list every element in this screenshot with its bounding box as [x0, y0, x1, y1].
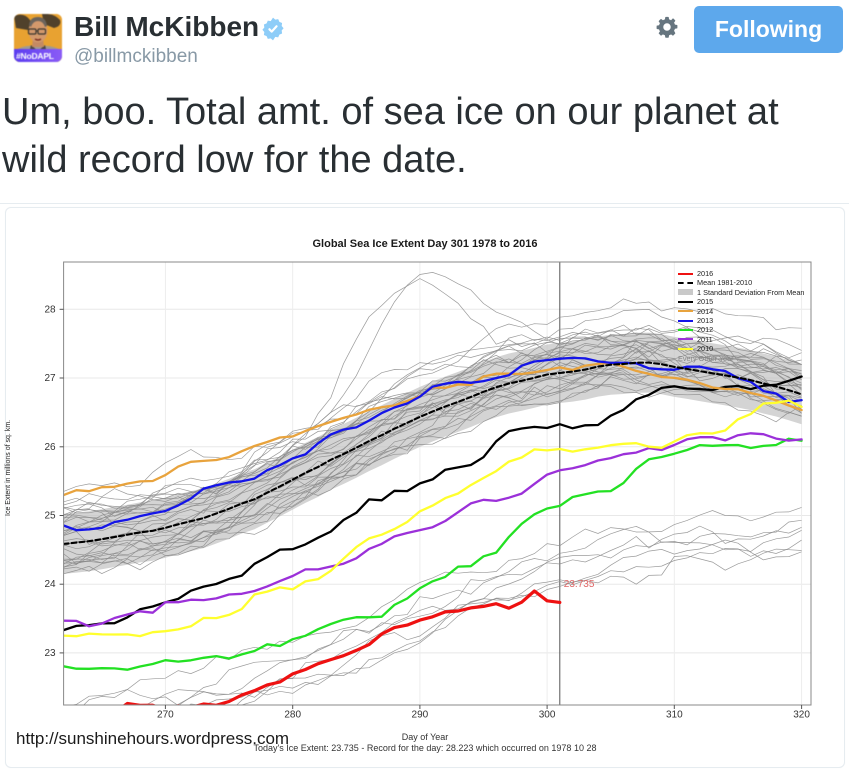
svg-text:300: 300: [539, 710, 556, 721]
svg-text:27: 27: [44, 373, 56, 384]
svg-text:24: 24: [44, 579, 56, 590]
svg-text:28: 28: [44, 304, 56, 315]
svg-text:290: 290: [412, 710, 429, 721]
svg-text:320: 320: [793, 710, 810, 721]
svg-text:270: 270: [157, 710, 174, 721]
svg-text:23: 23: [44, 648, 56, 659]
svg-text:25: 25: [44, 511, 56, 522]
svg-text:310: 310: [666, 710, 683, 721]
svg-text:26: 26: [44, 442, 56, 453]
svg-text:280: 280: [284, 710, 301, 721]
svg-text:23.735: 23.735: [564, 579, 595, 590]
